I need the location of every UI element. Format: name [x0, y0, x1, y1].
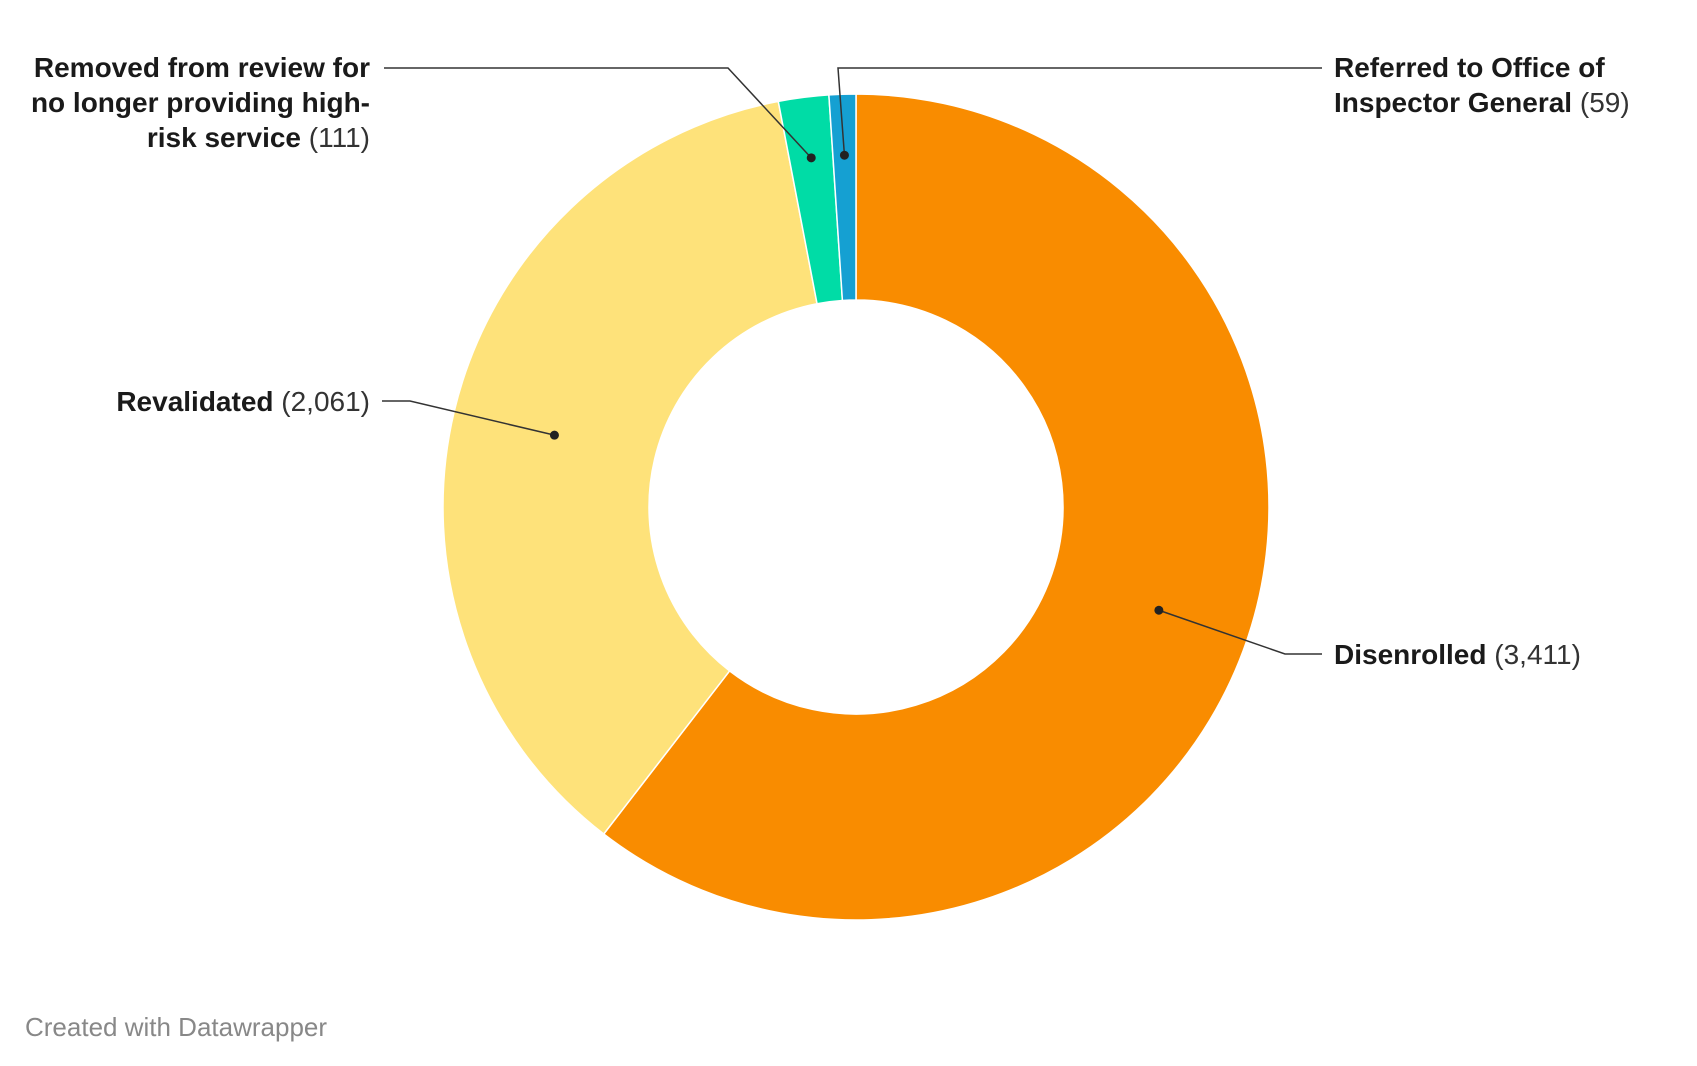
label-disenrolled-name: Disenrolled — [1334, 639, 1487, 670]
label-removed-line3: risk service — [146, 122, 301, 153]
leader-removed-dot — [806, 153, 816, 163]
slice-revalidated — [442, 100, 818, 836]
slice-referred-to — [828, 93, 857, 302]
label-revalidated-value: (2,061) — [281, 386, 370, 417]
label-revalidated: Revalidated (2,061) — [20, 384, 370, 419]
label-referred-value: (59) — [1579, 87, 1630, 118]
label-referred-line1: Referred to Office of — [1334, 52, 1605, 83]
label-disenrolled: Disenrolled (3,411) — [1334, 637, 1684, 672]
label-revalidated-name: Revalidated — [116, 386, 274, 417]
leader-referred — [837, 67, 1322, 156]
label-referred-line2: Inspector General — [1334, 87, 1573, 118]
label-disenrolled-value: (3,411) — [1494, 639, 1581, 670]
leader-disenrolled-dot — [1154, 605, 1164, 615]
label-removed-line1: Removed from review for — [33, 52, 370, 83]
label-removed-line2: no longer providing high- — [30, 87, 370, 118]
leader-revalidated — [382, 400, 555, 436]
donut-slices — [442, 93, 1270, 921]
label-removed: Removed from review for no longer provid… — [20, 50, 370, 155]
slice-disenrolled — [602, 93, 1270, 921]
leader-disenrolled — [1158, 609, 1322, 655]
leader-lines — [382, 67, 1322, 655]
leader-removed — [384, 67, 812, 159]
leader-referred-dot — [839, 150, 849, 160]
datawrapper-credit: Created with Datawrapper — [25, 1012, 328, 1042]
leader-revalidated-dot — [549, 430, 559, 440]
label-referred: Referred to Office of Inspector General … — [1334, 50, 1684, 120]
label-removed-value: (111) — [308, 122, 370, 153]
